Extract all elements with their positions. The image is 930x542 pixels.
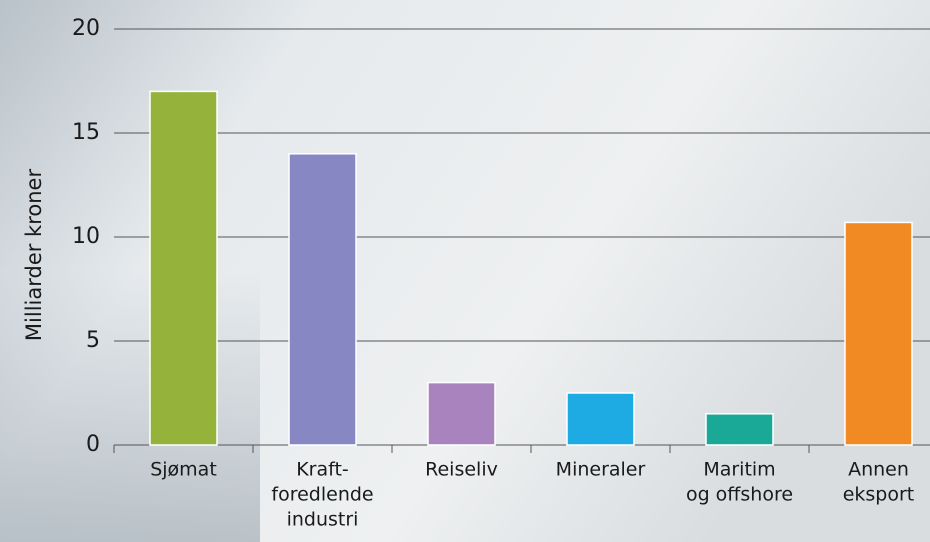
y-tick-label: 15: [72, 120, 100, 145]
x-tick-label: Kraft-: [296, 459, 349, 481]
y-tick-label: 0: [86, 432, 100, 457]
x-tick-label: industri: [287, 509, 359, 531]
bar: [705, 413, 774, 446]
y-tick-label: 20: [72, 16, 100, 41]
bar: [566, 392, 635, 446]
y-tick-label: 10: [72, 224, 100, 249]
x-tick-label: Mineraler: [556, 459, 646, 481]
x-tick-label: foredlende: [271, 484, 373, 506]
x-tick-label: Sjømat: [150, 459, 217, 481]
y-axis-label: Milliarder kroner: [22, 169, 46, 342]
x-tick-label: Maritim: [703, 459, 775, 481]
x-tick-label: Annen: [848, 459, 909, 481]
bar: [427, 381, 496, 446]
x-tick-label: Reiseliv: [425, 459, 498, 481]
y-tick-label: 5: [86, 328, 100, 353]
x-tick-label: og offshore: [686, 484, 793, 506]
bar: [844, 221, 913, 446]
x-tick-label: eksport: [843, 484, 915, 506]
bar: [149, 90, 218, 446]
bar: [288, 153, 357, 446]
